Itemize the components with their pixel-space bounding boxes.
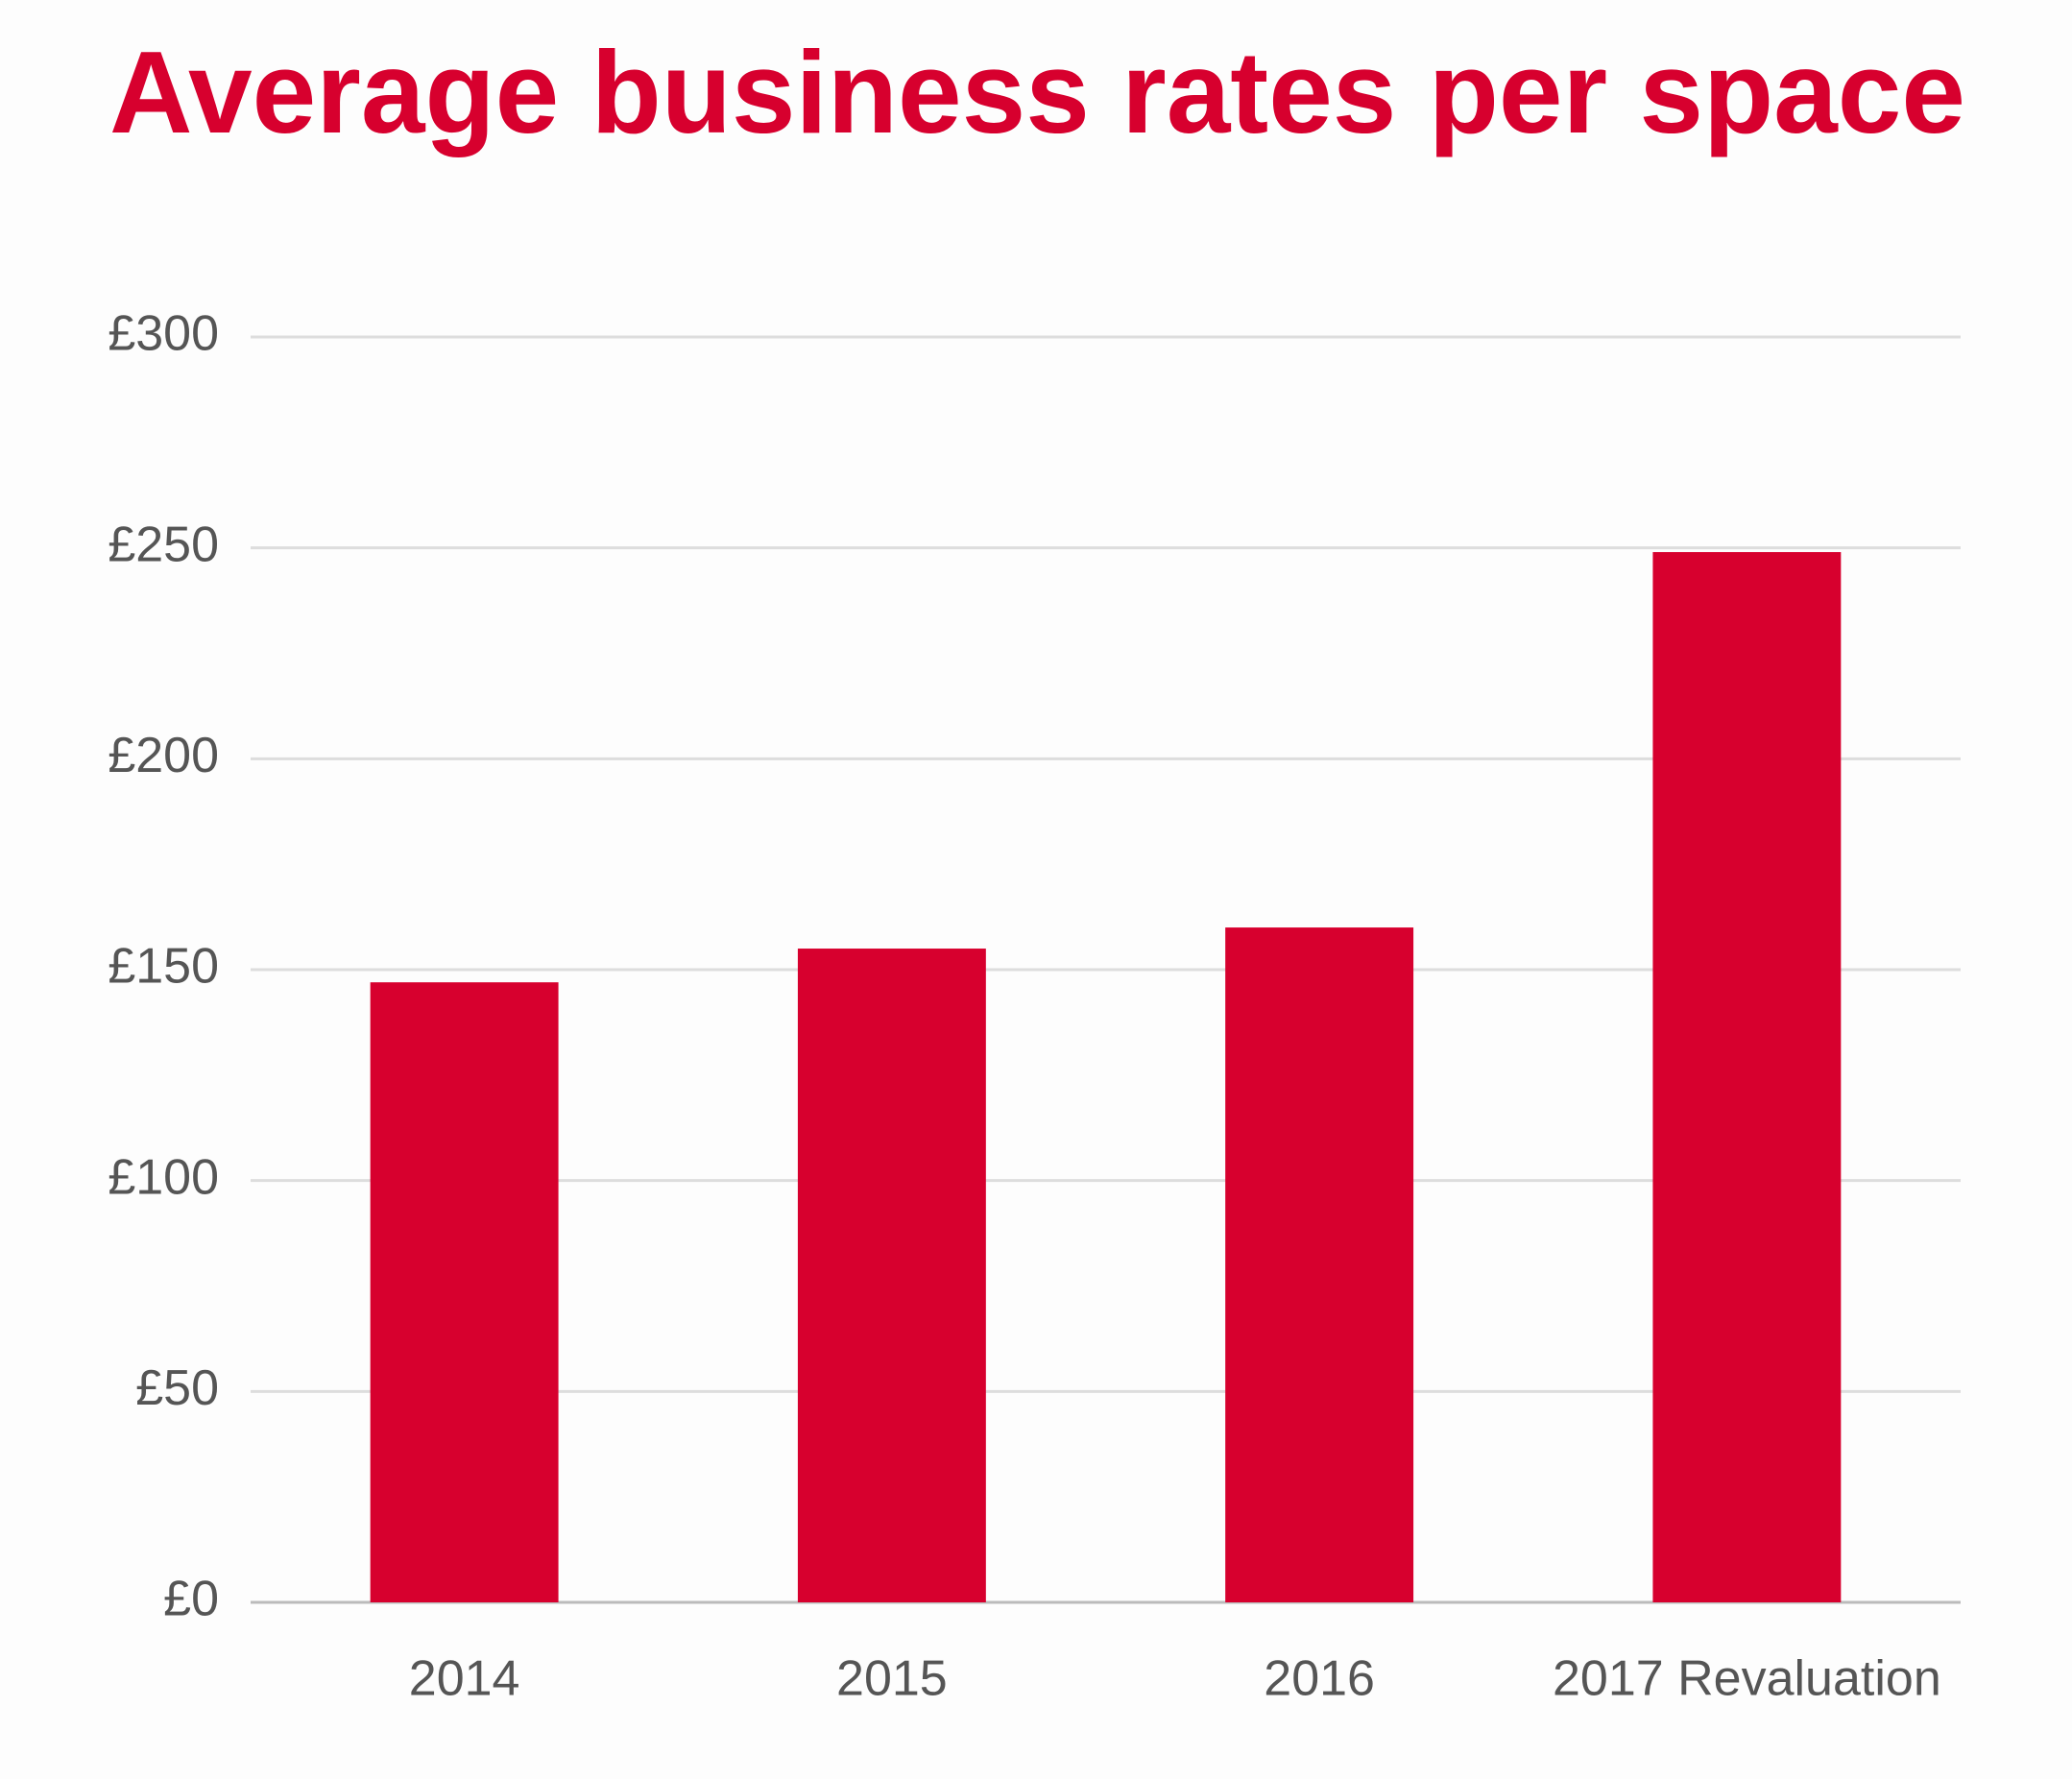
- y-tick-label: £300: [108, 306, 219, 362]
- y-tick-label: £200: [108, 728, 219, 783]
- y-tick-label: £50: [135, 1360, 219, 1416]
- bar: [1652, 552, 1842, 1602]
- bar: [370, 982, 559, 1602]
- y-tick-label: £250: [108, 517, 219, 572]
- y-tick-label: £100: [108, 1149, 219, 1205]
- bar: [1225, 927, 1414, 1602]
- y-tick-label: £150: [108, 939, 219, 995]
- x-tick-label: 2015: [836, 1651, 948, 1707]
- chart-title: Average business rates per space: [109, 27, 1965, 157]
- bar: [797, 949, 986, 1602]
- x-tick-label: 2017 Revaluation: [1553, 1651, 1941, 1707]
- x-tick-label: 2014: [409, 1651, 520, 1707]
- x-tick-label: 2016: [1264, 1651, 1375, 1707]
- y-tick-label: £0: [163, 1572, 219, 1627]
